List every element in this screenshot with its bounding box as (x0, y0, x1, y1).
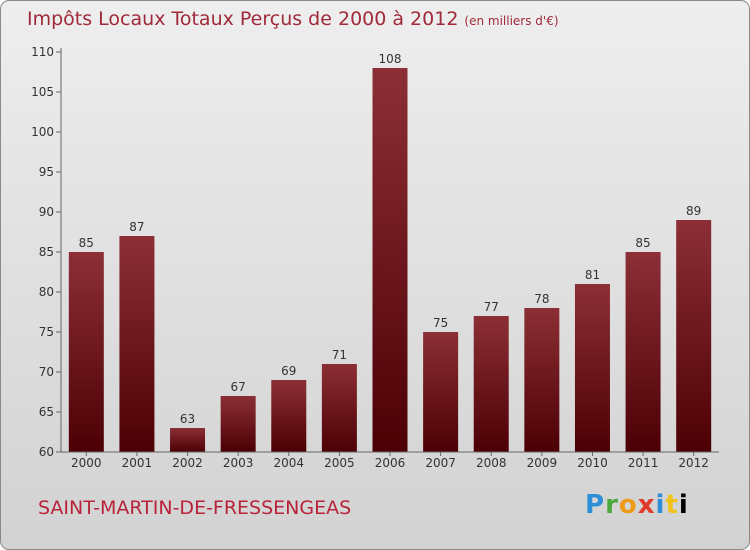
unit-note: (en milliers d'€) (464, 14, 559, 28)
data-label-2001: 87 (129, 220, 144, 234)
data-label-2008: 77 (484, 300, 499, 314)
chart-title: Impôts Locaux Totaux Perçus de 2000 à 20… (27, 8, 559, 30)
x-tick-label-2001: 2001 (122, 456, 153, 470)
y-tick-label: 110 (31, 45, 54, 59)
x-tick-label-2010: 2010 (577, 456, 608, 470)
bar-2000 (68, 252, 104, 452)
y-tick-label: 105 (31, 85, 54, 99)
data-label-2006: 108 (379, 52, 402, 66)
bar-2010 (574, 284, 610, 452)
x-tick-label-2000: 2000 (71, 456, 102, 470)
y-axis: 60 65 70 75 80 85 90 95 100 105 110 (31, 45, 62, 459)
bar-2008 (473, 316, 509, 452)
bars: 85 87 63 67 69 71 108 75 77 78 81 85 89 (68, 52, 712, 452)
bar-2001 (119, 236, 155, 452)
bar-2004 (271, 380, 307, 452)
data-label-2002: 63 (180, 412, 195, 426)
bar-2009 (524, 308, 560, 452)
y-tick-label: 95 (39, 165, 54, 179)
data-label-2004: 69 (281, 364, 296, 378)
x-tick-label-2003: 2003 (223, 456, 254, 470)
data-label-2007: 75 (433, 316, 448, 330)
bar-2007 (423, 332, 459, 452)
bar-2006 (372, 68, 408, 452)
x-tick-label-2005: 2005 (324, 456, 355, 470)
x-tick-label-2004: 2004 (273, 456, 304, 470)
bar-2005 (321, 364, 357, 452)
y-tick-label: 60 (39, 445, 54, 459)
bar-2003 (220, 396, 256, 452)
chart-title-text: Impôts Locaux Totaux Perçus de 2000 à 20… (27, 8, 459, 30)
data-label-2010: 81 (585, 268, 600, 282)
data-label-2009: 78 (534, 292, 549, 306)
y-tick-label: 90 (39, 205, 54, 219)
x-tick-label-2008: 2008 (476, 456, 507, 470)
y-tick-label: 65 (39, 405, 54, 419)
data-label-2000: 85 (79, 236, 94, 250)
data-label-2011: 85 (635, 236, 650, 250)
x-tick-label-2011: 2011 (628, 456, 659, 470)
x-tick-label-2002: 2002 (172, 456, 203, 470)
data-label-2005: 71 (332, 348, 347, 362)
x-axis: 2000 2001 2002 2003 2004 2005 2006 2007 2008 2009… (61, 451, 719, 470)
data-label-2003: 67 (231, 380, 246, 394)
x-tick-label-2009: 2009 (527, 456, 558, 470)
y-tick-label: 80 (39, 285, 54, 299)
y-tick-label: 100 (31, 125, 54, 139)
commune-name: SAINT-MARTIN-DE-FRESSENGEAS (38, 497, 352, 519)
data-label-2012: 89 (686, 204, 701, 218)
bar-2012 (676, 220, 712, 452)
y-tick-label: 70 (39, 365, 54, 379)
bar-2011 (625, 252, 661, 452)
y-tick-label: 75 (39, 325, 54, 339)
x-tick-label-2006: 2006 (375, 456, 406, 470)
proxiti-logo: Proxiti (585, 490, 689, 520)
x-tick-label-2012: 2012 (678, 456, 709, 470)
bar-2002 (170, 428, 206, 452)
y-tick-label: 85 (39, 245, 54, 259)
x-tick-label-2007: 2007 (425, 456, 456, 470)
